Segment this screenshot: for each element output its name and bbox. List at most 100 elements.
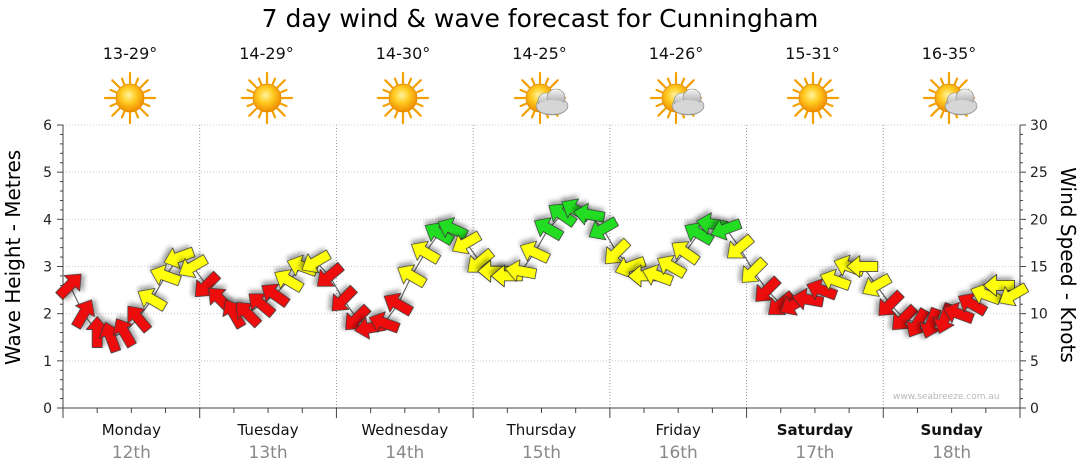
day-name-label: Friday: [655, 421, 701, 439]
y-left-tick-label: 5: [43, 165, 52, 181]
y-axis-left-label: Wave Height - Metres: [1, 149, 25, 365]
temperature-label: 14-29°: [239, 44, 294, 63]
y-left-tick-label: 1: [43, 354, 52, 370]
watermark: www.seabreeze.com.au: [893, 392, 1000, 402]
y-right-tick-label: 20: [1030, 212, 1048, 228]
y-left-tick-label: 2: [43, 307, 52, 323]
wind-arrow: [127, 305, 153, 334]
y-right-tick-label: 5: [1030, 354, 1039, 370]
wind-arrow: [604, 237, 632, 265]
sun-icon: [785, 70, 845, 130]
wind-arrow: [452, 230, 483, 255]
day-name-label: Wednesday: [361, 421, 449, 439]
temperature-label: 15-31°: [785, 44, 840, 63]
wind-arrow: [998, 282, 1030, 307]
wind-arrow: [983, 273, 1015, 297]
wind-arrow: [113, 318, 137, 349]
wind-arrow: [178, 254, 209, 278]
wind-arrow: [846, 255, 879, 278]
partly-cloudy-icon: [512, 70, 572, 130]
wind-arrow: [368, 311, 401, 334]
day-date-label: 14th: [385, 443, 425, 463]
y-left-tick-label: 4: [43, 212, 52, 228]
wind-arrow: [741, 256, 768, 283]
axes: 0 1 2 3 4 5 6 0 5 10 15 20 25 30: [43, 118, 1048, 418]
y-right-tick-label: 15: [1030, 260, 1048, 276]
wind-arrow: [614, 256, 647, 279]
temperature-label: 13-29°: [102, 44, 158, 63]
sun-icon: [375, 70, 435, 130]
wind-arrow: [301, 249, 332, 274]
wind-arrow: [274, 269, 305, 293]
sun-icon: [102, 70, 162, 130]
wind-arrow: [906, 307, 930, 338]
day-date-label: 16th: [658, 443, 698, 463]
y-left-tick-label: 3: [43, 260, 52, 276]
wind-arrow: [261, 283, 291, 308]
wind-arrow: [755, 275, 782, 302]
y-axis-right-label: Wind Speed - Knots: [1056, 167, 1080, 363]
wind-arrow: [150, 264, 182, 287]
wind-arrow: [943, 301, 975, 324]
temperature-label: 16-35°: [921, 44, 977, 63]
wind-arrow: [424, 222, 455, 246]
day-name-label: Sunday: [920, 421, 983, 439]
wind-arrow: [55, 273, 82, 300]
sun-icon: [239, 70, 299, 130]
wind-arrow: [194, 270, 222, 298]
y-left-tick-label: 6: [43, 118, 52, 134]
wind-arrow: [892, 303, 919, 331]
wind-arrow: [671, 241, 701, 266]
wind-arrow: [642, 264, 674, 287]
wind-arrow: [548, 203, 578, 228]
wind-arrow: [519, 240, 551, 264]
wind-arrow: [573, 202, 606, 226]
temperature-label: 14-26°: [648, 44, 704, 63]
wind-arrow: [819, 268, 852, 291]
wind-arrow: [235, 301, 263, 329]
wind-arrow: [397, 264, 428, 289]
wind-arrow: [411, 240, 442, 265]
y-right-tick-label: 0: [1030, 401, 1039, 417]
y-right-tick-label: 25: [1030, 165, 1048, 181]
wind-arrow: [163, 246, 196, 269]
wind-arrow: [71, 299, 95, 330]
wind-arrow: [477, 259, 510, 283]
day-date-label: 12th: [111, 443, 151, 463]
wind-arrow: [684, 222, 715, 246]
wind-arrow: [791, 287, 825, 311]
chart-title: 7 day wind & wave forecast for Cunningha…: [261, 4, 819, 33]
wind-arrow: [534, 217, 565, 242]
wind-arrow: [85, 316, 109, 348]
wind-arrow: [248, 293, 277, 319]
wind-arrow: [588, 216, 619, 241]
wind-arrow: [919, 306, 942, 339]
wind-arrow: [504, 259, 538, 282]
wind-arrow: [345, 303, 372, 331]
partly-cloudy-icon: [648, 70, 708, 130]
day-date-label: 15th: [521, 443, 562, 463]
day-name-label: Thursday: [506, 421, 577, 439]
wind-arrow: [222, 299, 247, 330]
y-right-tick-label: 10: [1030, 307, 1048, 323]
wind-arrow: [806, 278, 839, 301]
wind-arrow: [331, 284, 358, 312]
wind-arrow: [657, 255, 688, 279]
day-name-label: Saturday: [776, 421, 854, 439]
day-name-label: Tuesday: [237, 421, 299, 439]
y-left-tick-label: 0: [43, 401, 52, 417]
wind-arrow: [316, 262, 345, 287]
day-date-label: 18th: [932, 443, 972, 463]
wind-arrow: [383, 292, 414, 317]
partly-cloudy-icon: [921, 70, 981, 130]
wind-arrow: [862, 273, 893, 297]
wind-arrow: [710, 218, 743, 241]
wind-arrow: [137, 288, 168, 312]
wind-arrows: [55, 198, 1030, 354]
day-date-label: 17th: [795, 443, 835, 463]
wind-arrow: [970, 283, 1003, 306]
wind-arrow: [878, 289, 905, 316]
temperature-label: 14-30°: [375, 44, 431, 63]
